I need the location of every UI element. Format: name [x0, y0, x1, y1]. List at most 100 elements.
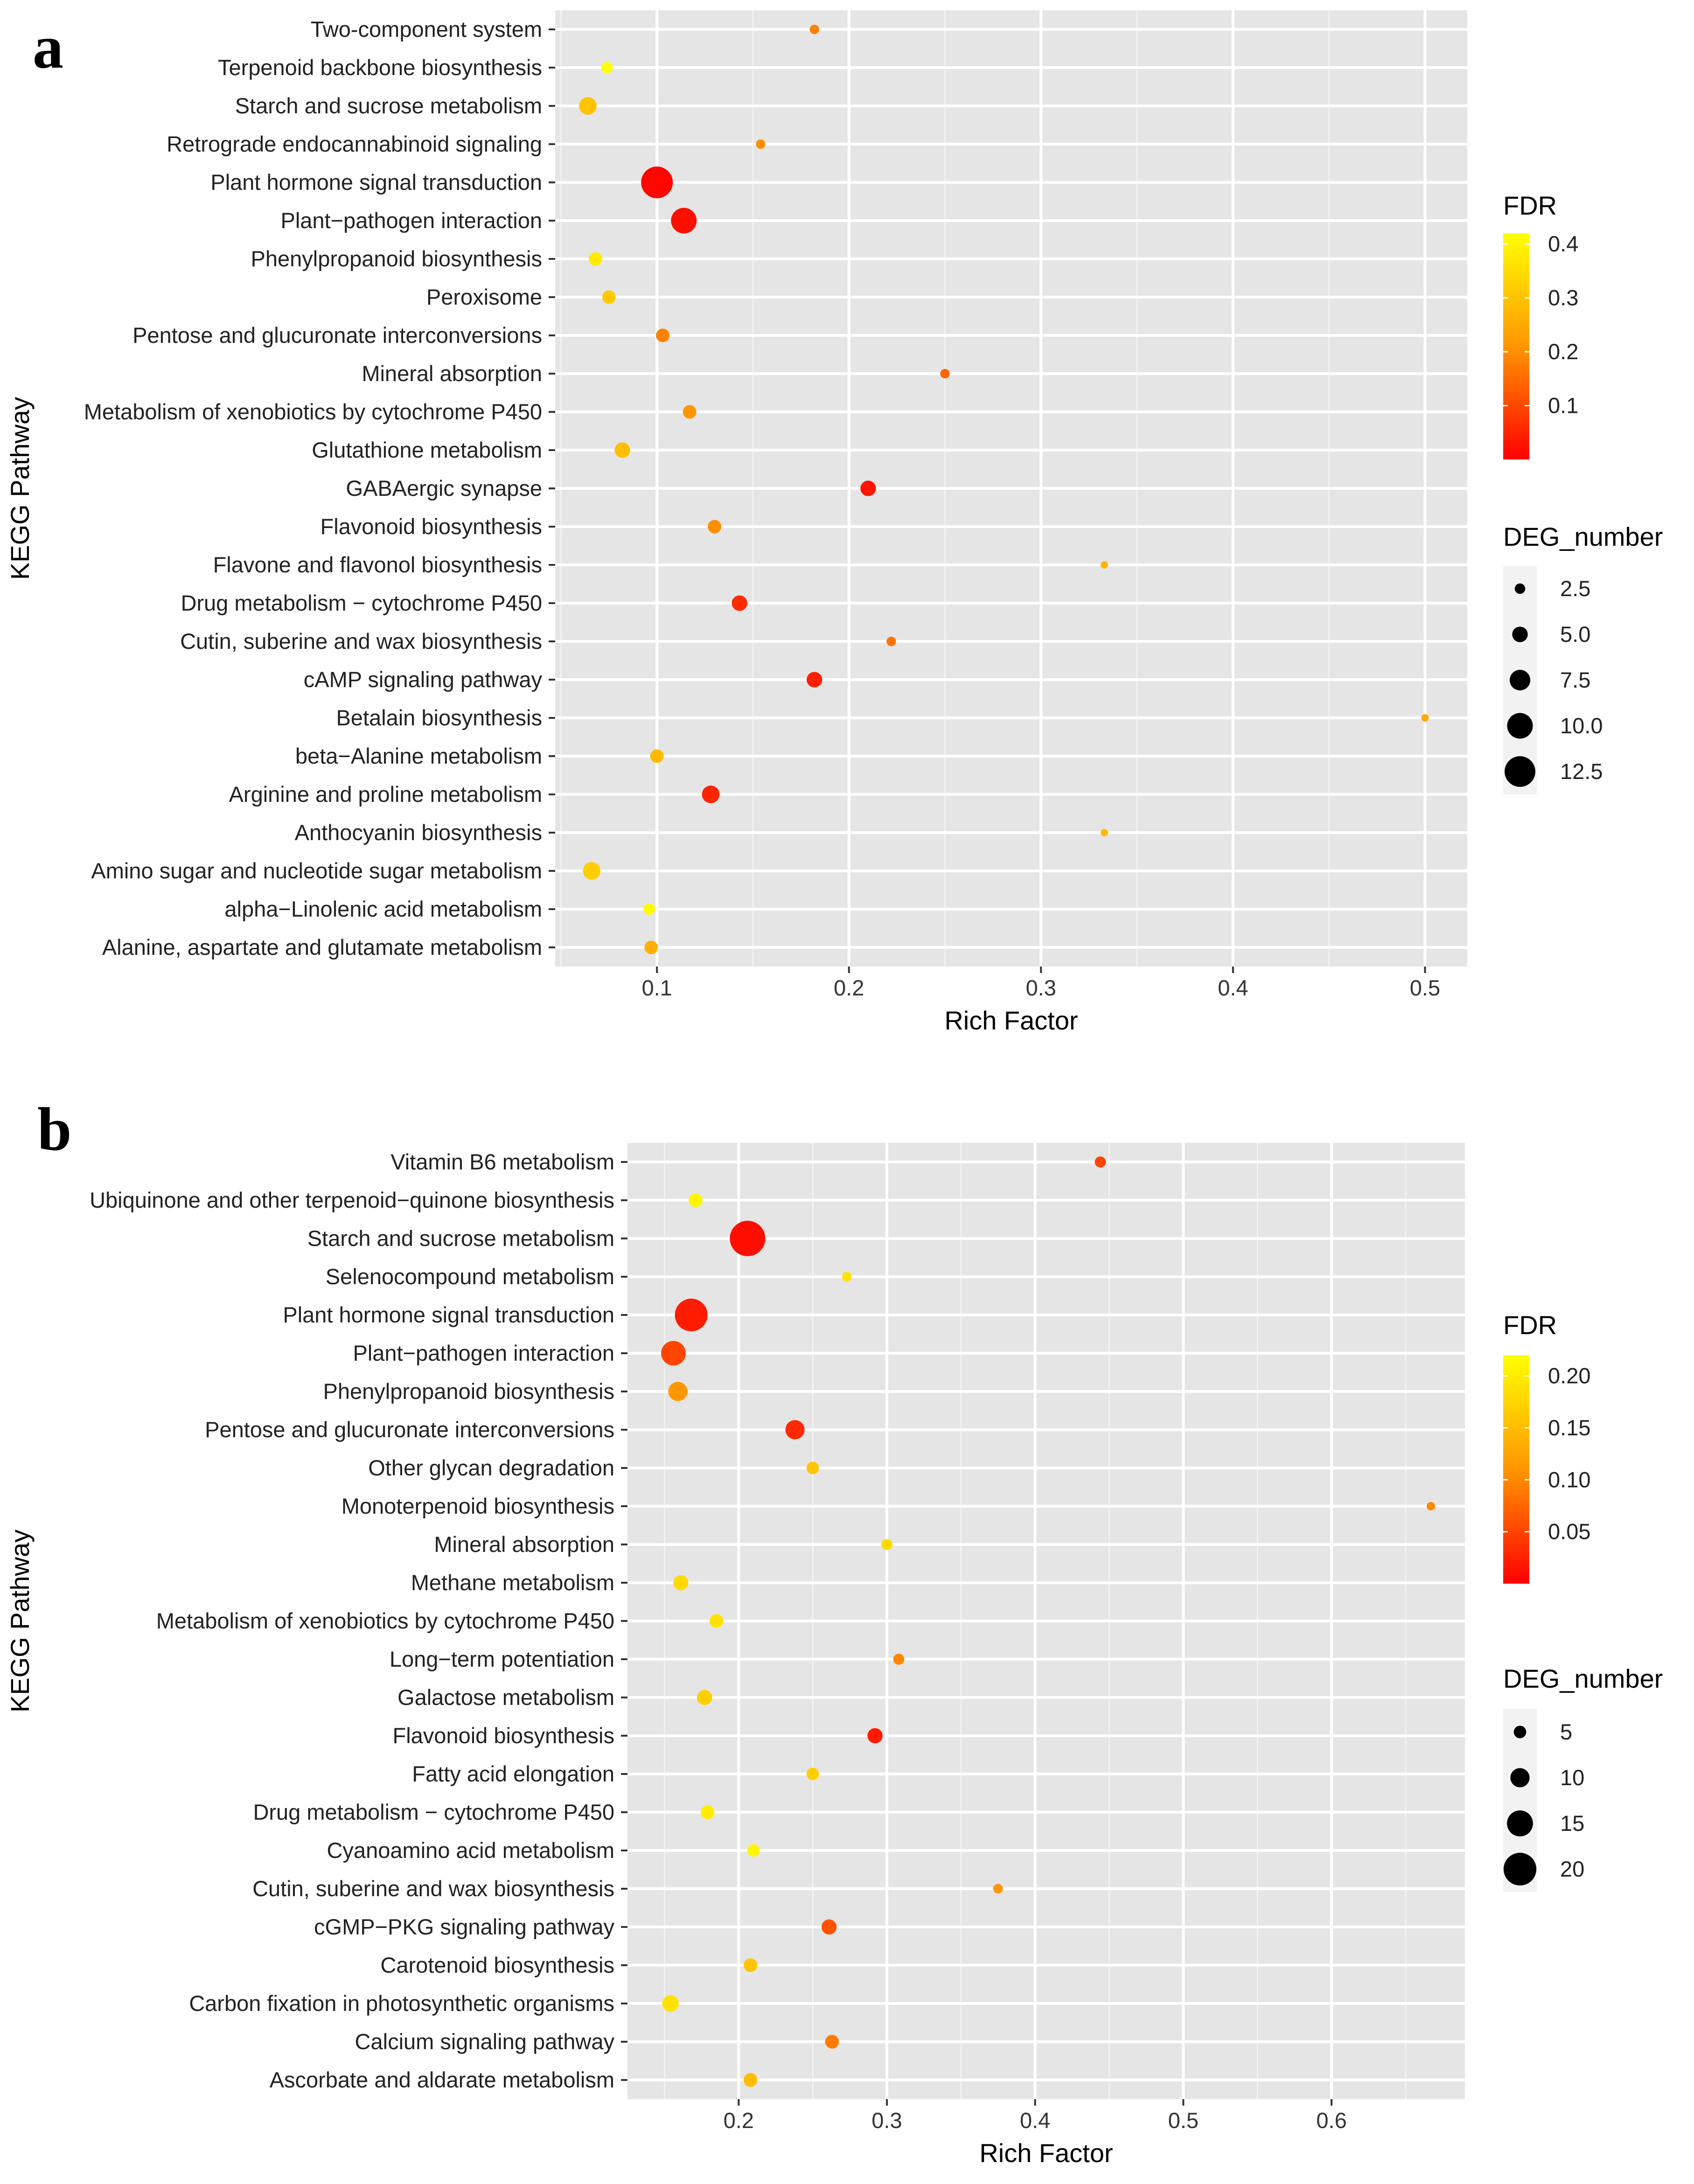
pathway-label: Peroxisome	[426, 285, 542, 309]
data-point	[806, 1461, 819, 1475]
panel-letter: b	[37, 1095, 71, 1163]
size-legend: DEG_number 5 10 15 20	[1503, 1664, 1663, 1892]
data-point	[730, 1221, 766, 1256]
size-legend-label: 15	[1560, 1811, 1584, 1836]
data-point	[702, 786, 720, 803]
fdr-tick-label: 0.20	[1548, 1363, 1590, 1388]
data-point	[821, 1919, 837, 1935]
pathway-label: GABAergic synapse	[346, 476, 542, 501]
size-legend: DEG_number 2.5 5.0 7.5 10.0 12.5	[1503, 522, 1663, 794]
x-axis-title: Rich Factor	[979, 2138, 1113, 2168]
fdr-legend-title: FDR	[1503, 191, 1557, 220]
data-point	[644, 940, 658, 954]
data-point	[881, 1539, 892, 1550]
size-legend-label: 2.5	[1560, 576, 1590, 601]
size-legend-title: DEG_number	[1503, 522, 1663, 551]
data-point	[602, 290, 616, 304]
data-point	[643, 903, 655, 915]
pathway-label: Phenylpropanoid biosynthesis	[323, 1379, 614, 1404]
data-point	[588, 252, 602, 266]
data-point	[860, 480, 876, 496]
data-point	[867, 1728, 883, 1744]
pathway-label: Pentose and glucuronate interconversions	[132, 323, 542, 348]
pathway-label: Selenocompound metabolism	[326, 1264, 614, 1289]
data-point	[1101, 561, 1108, 569]
pathway-label: Flavonoid biosynthesis	[321, 514, 543, 539]
data-point	[614, 442, 630, 458]
pathway-label: Ubiquinone and other terpenoid−quinone b…	[90, 1188, 614, 1212]
fdr-tick-label: 0.4	[1548, 231, 1578, 256]
size-legend-dot	[1513, 1725, 1527, 1739]
data-point	[697, 1690, 712, 1705]
size-legend-dot	[1503, 1852, 1537, 1886]
data-point	[700, 1805, 715, 1819]
pathway-label: Two-component system	[311, 17, 542, 42]
data-point	[1426, 1502, 1435, 1510]
data-point	[655, 328, 669, 342]
fdr-colorbar	[1503, 1355, 1529, 1584]
pathway-label: Mineral absorption	[434, 1532, 614, 1557]
size-legend-label: 12.5	[1560, 759, 1603, 784]
data-point	[689, 1193, 703, 1207]
data-point	[842, 1272, 852, 1282]
pathway-label: Methane metabolism	[411, 1570, 614, 1595]
data-point	[583, 862, 601, 880]
pathway-label: Flavone and flavonol biosynthesis	[213, 552, 542, 577]
pathway-label: Phenylpropanoid biosynthesis	[251, 246, 542, 271]
pathway-label: Flavonoid biosynthesis	[393, 1723, 615, 1748]
pathway-label: cGMP−PKG signaling pathway	[314, 1914, 614, 1939]
size-legend-label: 7.5	[1560, 668, 1590, 692]
fdr-tick-label: 0.15	[1548, 1415, 1590, 1440]
data-point	[785, 1420, 805, 1440]
pathway-label: Amino sugar and nucleotide sugar metabol…	[91, 858, 542, 883]
x-tick-label: 0.4	[1218, 975, 1248, 1000]
data-point	[825, 2035, 839, 2049]
data-point	[709, 1614, 724, 1628]
pathway-label: beta−Alanine metabolism	[295, 744, 542, 768]
pathway-label: Carotenoid biosynthesis	[380, 1953, 614, 1977]
size-legend-label: 10.0	[1560, 713, 1603, 738]
pathway-label: Monoterpenoid biosynthesis	[342, 1494, 614, 1518]
data-point	[675, 1298, 708, 1332]
pathway-label: Metabolism of xenobiotics by cytochrome …	[84, 399, 542, 424]
data-point	[708, 520, 722, 534]
data-point	[743, 2073, 758, 2087]
pathway-label: Galactose metabolism	[397, 1685, 614, 1710]
data-point	[650, 749, 664, 763]
pathway-label: cAMP signaling pathway	[304, 667, 543, 692]
pathway-label: Calcium signaling pathway	[355, 2029, 615, 2054]
size-legend-dot	[1510, 1768, 1530, 1788]
pathway-label: Metabolism of xenobiotics by cytochrome …	[156, 1608, 614, 1633]
pathway-label: Plant−pathogen interaction	[280, 208, 542, 233]
fdr-tick-label: 0.2	[1548, 339, 1578, 364]
fdr-legend-title: FDR	[1503, 1310, 1557, 1340]
y-axis-title: KEGG Pathway	[5, 1530, 35, 1712]
x-tick-label: 0.5	[1168, 2108, 1199, 2133]
data-point	[886, 636, 896, 647]
x-tick-label: 0.3	[871, 2108, 902, 2133]
data-point	[662, 1995, 679, 2012]
x-tick-label: 0.1	[641, 975, 672, 1000]
data-point	[579, 97, 597, 115]
pathway-label: Cutin, suberine and wax biosynthesis	[252, 1876, 614, 1901]
pathway-label: Fatty acid elongation	[412, 1761, 614, 1786]
size-legend-dot	[1507, 713, 1533, 739]
fdr-tick-label: 0.3	[1548, 285, 1578, 310]
size-legend-title: DEG_number	[1503, 1664, 1663, 1693]
data-point	[1421, 714, 1429, 722]
pathway-label: Drug metabolism − cytochrome P450	[181, 591, 542, 615]
pathway-label: Long−term potentiation	[390, 1647, 614, 1671]
panel-a: a 0.1 0.2 0.3 0.4 0.5 Two-component system Terp…	[5, 10, 1663, 1035]
pathway-label: Plant hormone signal transduction	[283, 1302, 614, 1327]
pathway-label: Alanine, aspartate and glutamate metabol…	[102, 935, 542, 960]
data-point	[683, 405, 697, 419]
data-point	[673, 1575, 689, 1591]
pathway-label: Mineral absorption	[362, 361, 542, 386]
pathway-label: Plant hormone signal transduction	[210, 170, 542, 195]
pathway-label: Starch and sucrose metabolism	[307, 1226, 614, 1251]
data-point	[806, 1767, 819, 1781]
size-legend-dot	[1514, 583, 1526, 594]
pathway-label: Retrograde endocannabinoid signaling	[167, 132, 542, 156]
size-legend-dot	[1507, 1810, 1533, 1836]
